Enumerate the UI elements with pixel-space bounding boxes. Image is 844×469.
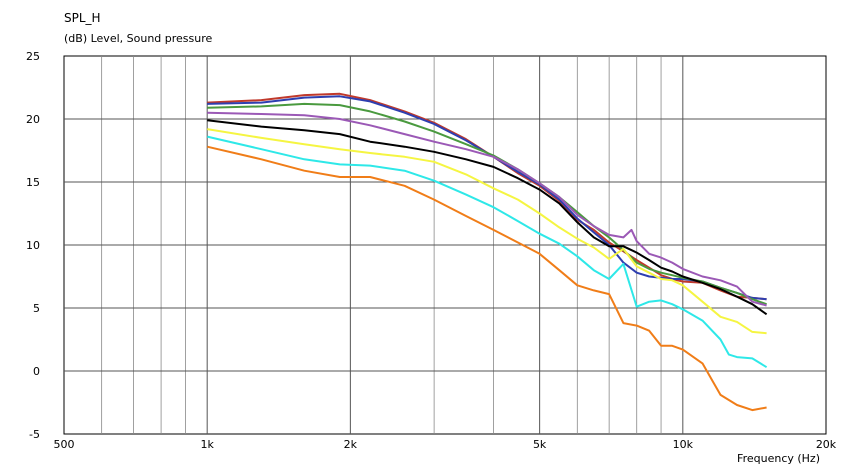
series-line-5 bbox=[207, 119, 768, 316]
chart-title: SPL_H bbox=[64, 11, 101, 25]
y-tick-label: 20 bbox=[26, 113, 40, 126]
y-axis-label: (dB) Level, Sound pressure bbox=[64, 32, 213, 45]
series-line-6 bbox=[207, 128, 767, 335]
y-tick-label: 10 bbox=[26, 239, 40, 252]
y-tick-label: -5 bbox=[29, 428, 40, 441]
x-tick-label: 1k bbox=[200, 438, 214, 451]
series-line-8 bbox=[206, 145, 767, 412]
y-tick-label: 15 bbox=[26, 176, 40, 189]
series-line-4 bbox=[207, 111, 767, 307]
x-axis-label: Frequency (Hz) bbox=[737, 452, 820, 465]
grid bbox=[64, 56, 826, 434]
y-tick-label: 0 bbox=[33, 365, 40, 378]
x-tick-label: 10k bbox=[673, 438, 694, 451]
y-tick-label: 5 bbox=[33, 302, 40, 315]
y-tick-labels: -5 0 5 10 15 20 25 bbox=[26, 50, 40, 441]
x-tick-label: 2k bbox=[344, 438, 358, 451]
x-tick-label: 5k bbox=[533, 438, 547, 451]
x-tick-label: 20k bbox=[816, 438, 837, 451]
series-line-7 bbox=[206, 135, 768, 369]
x-tick-label: 500 bbox=[54, 438, 75, 451]
y-tick-label: 25 bbox=[26, 50, 40, 63]
x-tick-labels: 500 1k 2k 5k 10k 20k bbox=[54, 438, 837, 451]
series-group bbox=[206, 92, 768, 412]
